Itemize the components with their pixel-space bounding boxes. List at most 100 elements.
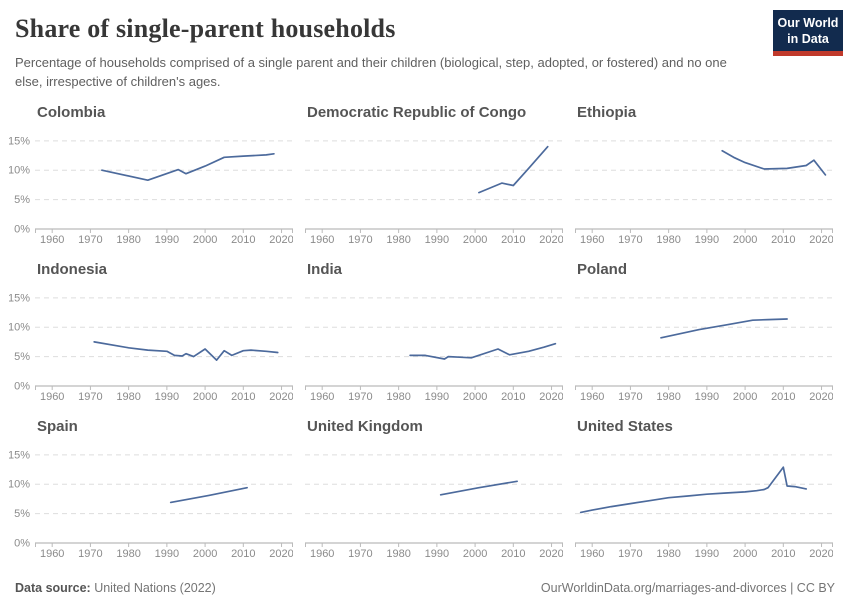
- svg-text:10%: 10%: [9, 478, 30, 490]
- svg-text:1960: 1960: [580, 234, 604, 246]
- svg-text:2010: 2010: [231, 391, 255, 403]
- chart-canvas-colombia: 0% 5% 10% 15% 1960 1970 1980 1990 2000 2010 2020: [8, 135, 294, 246]
- svg-text:2020: 2020: [269, 391, 293, 403]
- svg-text:1970: 1970: [618, 548, 642, 560]
- svg-text:15%: 15%: [9, 449, 30, 461]
- svg-text:2000: 2000: [193, 234, 217, 246]
- chart-panel-ethiopia: Ethiopia 1960 1970 1980 1990 2000 2010 2020: [575, 94, 834, 251]
- owid-logo-line1: Our World: [777, 16, 839, 30]
- chart-canvas-spain: 0% 5% 10% 15% 1960 1970 1980 1990 2000 2010 2020: [8, 449, 294, 560]
- svg-text:1980: 1980: [656, 234, 680, 246]
- svg-text:1970: 1970: [78, 391, 102, 403]
- chart-title: Democratic Republic of Congo: [307, 103, 527, 121]
- svg-text:2020: 2020: [269, 548, 293, 560]
- svg-text:1980: 1980: [386, 548, 410, 560]
- svg-text:15%: 15%: [9, 135, 30, 147]
- svg-text:2010: 2010: [771, 234, 795, 246]
- svg-text:2000: 2000: [733, 234, 757, 246]
- svg-text:1960: 1960: [310, 548, 334, 560]
- svg-text:2020: 2020: [539, 234, 563, 246]
- chart-panel-united-kingdom: United Kingdom 1960 1970 1980 1990 2000 2010 2…: [305, 408, 564, 565]
- chart-title: Ethiopia: [577, 103, 637, 121]
- svg-text:5%: 5%: [14, 351, 30, 363]
- svg-text:1980: 1980: [656, 391, 680, 403]
- svg-text:1960: 1960: [580, 548, 604, 560]
- svg-text:2000: 2000: [463, 234, 487, 246]
- chart-panel-colombia: Colombia 0% 5% 10% 15% 1960 1970 1980 1990 2000 2…: [8, 94, 294, 251]
- svg-text:10%: 10%: [9, 164, 30, 176]
- svg-text:2000: 2000: [463, 548, 487, 560]
- svg-text:2020: 2020: [269, 234, 293, 246]
- svg-text:0%: 0%: [14, 380, 30, 392]
- svg-text:2010: 2010: [771, 391, 795, 403]
- page-subtitle: Percentage of households comprised of a …: [15, 55, 727, 89]
- data-source-label: Data source:: [15, 580, 91, 595]
- chart-title: Indonesia: [37, 260, 108, 278]
- svg-text:1980: 1980: [656, 548, 680, 560]
- owid-logo-line2: in Data: [787, 31, 829, 46]
- svg-text:1990: 1990: [695, 234, 719, 246]
- svg-text:1960: 1960: [40, 548, 64, 560]
- svg-text:1960: 1960: [40, 234, 64, 246]
- svg-text:1980: 1980: [116, 391, 140, 403]
- svg-text:5%: 5%: [14, 508, 30, 520]
- chart-canvas-united-kingdom: 1960 1970 1980 1990 2000 2010 2020: [305, 454, 564, 560]
- svg-text:2020: 2020: [809, 234, 833, 246]
- svg-text:1960: 1960: [580, 391, 604, 403]
- owid-logo: Our World in Data: [773, 10, 843, 57]
- svg-text:1970: 1970: [348, 234, 372, 246]
- svg-text:2010: 2010: [501, 234, 525, 246]
- chart-title: Spain: [37, 417, 78, 435]
- svg-text:1990: 1990: [695, 548, 719, 560]
- svg-text:2000: 2000: [733, 391, 757, 403]
- svg-text:5%: 5%: [14, 194, 30, 206]
- chart-panel-indonesia: Indonesia 0% 5% 10% 15% 1960 1970 1980 1990 2000…: [8, 251, 294, 408]
- svg-text:1990: 1990: [425, 391, 449, 403]
- svg-text:1970: 1970: [348, 391, 372, 403]
- svg-text:1960: 1960: [310, 391, 334, 403]
- svg-text:2010: 2010: [501, 391, 525, 403]
- chart-canvas-democratic-republic-of-congo: 1960 1970 1980 1990 2000 2010 2020: [305, 140, 564, 246]
- svg-text:1970: 1970: [618, 234, 642, 246]
- svg-text:2000: 2000: [193, 548, 217, 560]
- chart-panel-india: India 1960 1970 1980 1990 2000 2010 2020: [305, 251, 564, 408]
- svg-text:2020: 2020: [809, 391, 833, 403]
- chart-title: Colombia: [37, 103, 106, 121]
- svg-text:2010: 2010: [771, 548, 795, 560]
- chart-panel-spain: Spain 0% 5% 10% 15% 1960 1970 1980 1990 2000 2010…: [8, 408, 294, 565]
- svg-text:2010: 2010: [231, 548, 255, 560]
- svg-text:15%: 15%: [9, 292, 30, 304]
- chart-grid: Colombia 0% 5% 10% 15% 1960 1970 1980 1990 2000 2…: [0, 94, 850, 565]
- svg-text:1960: 1960: [310, 234, 334, 246]
- data-source-value: United Nations (2022): [90, 580, 216, 595]
- svg-text:1970: 1970: [618, 391, 642, 403]
- svg-text:1990: 1990: [155, 391, 179, 403]
- svg-text:1970: 1970: [78, 234, 102, 246]
- credit-line: OurWorldinData.org/marriages-and-divorce…: [540, 580, 835, 595]
- svg-text:1990: 1990: [695, 391, 719, 403]
- svg-text:1990: 1990: [425, 548, 449, 560]
- svg-text:2000: 2000: [733, 548, 757, 560]
- header: Share of single-parent households Percen…: [0, 0, 850, 92]
- chart-title: India: [307, 260, 343, 278]
- chart-panel-united-states: United States 1960 1970 1980 1990 2000 2010 20…: [575, 408, 834, 565]
- svg-text:2010: 2010: [231, 234, 255, 246]
- svg-text:1960: 1960: [40, 391, 64, 403]
- svg-text:2020: 2020: [809, 548, 833, 560]
- svg-text:0%: 0%: [14, 223, 30, 235]
- svg-text:1990: 1990: [155, 234, 179, 246]
- svg-text:1980: 1980: [116, 234, 140, 246]
- data-source: Data source: United Nations (2022): [15, 581, 216, 595]
- svg-text:1990: 1990: [425, 234, 449, 246]
- chart-canvas-ethiopia: 1960 1970 1980 1990 2000 2010 2020: [575, 140, 834, 246]
- chart-canvas-india: 1960 1970 1980 1990 2000 2010 2020: [305, 297, 564, 403]
- chart-canvas-poland: 1960 1970 1980 1990 2000 2010 2020: [575, 297, 834, 403]
- chart-title: Poland: [577, 260, 628, 278]
- svg-text:1980: 1980: [116, 548, 140, 560]
- svg-text:1970: 1970: [348, 548, 372, 560]
- chart-panel-democratic-republic-of-congo: Democratic Republic of Congo 1960 1970 198…: [305, 94, 564, 251]
- svg-text:1990: 1990: [155, 548, 179, 560]
- svg-text:2000: 2000: [463, 391, 487, 403]
- svg-text:1980: 1980: [386, 234, 410, 246]
- svg-text:0%: 0%: [14, 537, 30, 549]
